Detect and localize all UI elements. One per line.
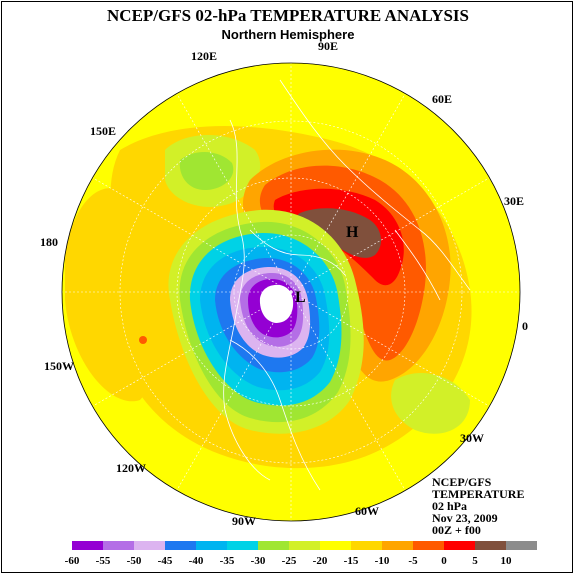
coastlines (223, 79, 471, 491)
map-title: NCEP/GFS 02-hPa TEMPERATURE ANALYSIS (107, 6, 469, 25)
lon-label-90w: 90W (232, 514, 256, 528)
lon-label-180: 180 (40, 235, 58, 249)
info-line-source: NCEP/GFS (432, 475, 492, 489)
info-line-date: Nov 23, 2009 (432, 511, 498, 525)
lon-label-120w: 120W (116, 461, 146, 475)
colorbar-swatch (196, 541, 227, 550)
colorbar-swatch (320, 541, 351, 550)
lon-label-120e: 120E (191, 49, 217, 63)
field-speck (139, 336, 147, 344)
colorbar-tick-label: -55 (96, 555, 111, 567)
colorbar-tick-label: -60 (65, 555, 80, 567)
colorbar-tick-label: -15 (344, 555, 359, 567)
colorbar-swatch (227, 541, 258, 550)
colorbar: -60 -55 -50 -45 -40 -35 -30 -25 -20 -15 -10 -5 0 5 10 (65, 541, 537, 567)
temperature-field (62, 63, 520, 521)
lon-label-150e: 150E (90, 124, 116, 138)
colorbar-tick-label: -40 (189, 555, 204, 567)
colorbar-swatch (351, 541, 382, 550)
lon-label-30w: 30W (460, 431, 484, 445)
field-white-core (259, 284, 294, 323)
colorbar-swatch (413, 541, 444, 550)
lon-label-0: 0 (522, 319, 528, 333)
field-green-right (391, 372, 470, 434)
colorbar-tick-label: -30 (251, 555, 266, 567)
colorbar-tick-label: -20 (313, 555, 328, 567)
field-green-inner (179, 152, 234, 190)
colorbar-tick-label: -10 (375, 555, 390, 567)
colorbar-tick-label: -35 (220, 555, 235, 567)
lon-label-60e: 60E (432, 92, 452, 106)
colorbar-tick-label: -5 (408, 555, 418, 567)
colorbar-swatch (72, 541, 103, 550)
colorbar-tick-label: -45 (158, 555, 173, 567)
lon-label-60w: 60W (355, 504, 379, 518)
colorbar-tick-label: 10 (501, 555, 513, 567)
info-line-level: 02 hPa (432, 499, 468, 513)
info-line-time: 00Z + f00 (432, 523, 481, 537)
map-subtitle: Northern Hemisphere (221, 27, 355, 42)
field-brown-high (296, 208, 382, 258)
colorbar-tick-label: 0 (441, 555, 447, 567)
lon-label-150w: 150W (44, 359, 74, 373)
lon-label-90e: 90E (318, 39, 338, 53)
colorbar-swatch (134, 541, 165, 550)
info-line-variable: TEMPERATURE (432, 487, 525, 501)
colorbar-swatch (165, 541, 196, 550)
colorbar-swatch (444, 541, 475, 550)
colorbar-swatch (475, 541, 506, 550)
longitude-labels: 90E 120E 60E 150E 30E 180 0 150W 30W 120… (40, 39, 528, 528)
colorbar-swatch (258, 541, 289, 550)
disk-outline (61, 62, 521, 522)
low-marker: L (295, 289, 306, 306)
colorbar-swatch (506, 541, 537, 550)
lon-label-30e: 30E (504, 194, 524, 208)
colorbar-tick-label: 5 (472, 555, 478, 567)
high-marker: H (346, 224, 359, 241)
colorbar-swatch (289, 541, 320, 550)
info-block: NCEP/GFS TEMPERATURE 02 hPa Nov 23, 2009… (432, 476, 524, 536)
colorbar-tick-label: -50 (127, 555, 142, 567)
colorbar-swatch (103, 541, 134, 550)
colorbar-swatch (382, 541, 413, 550)
colorbar-tick-label: -25 (282, 555, 297, 567)
graticule (62, 63, 520, 521)
